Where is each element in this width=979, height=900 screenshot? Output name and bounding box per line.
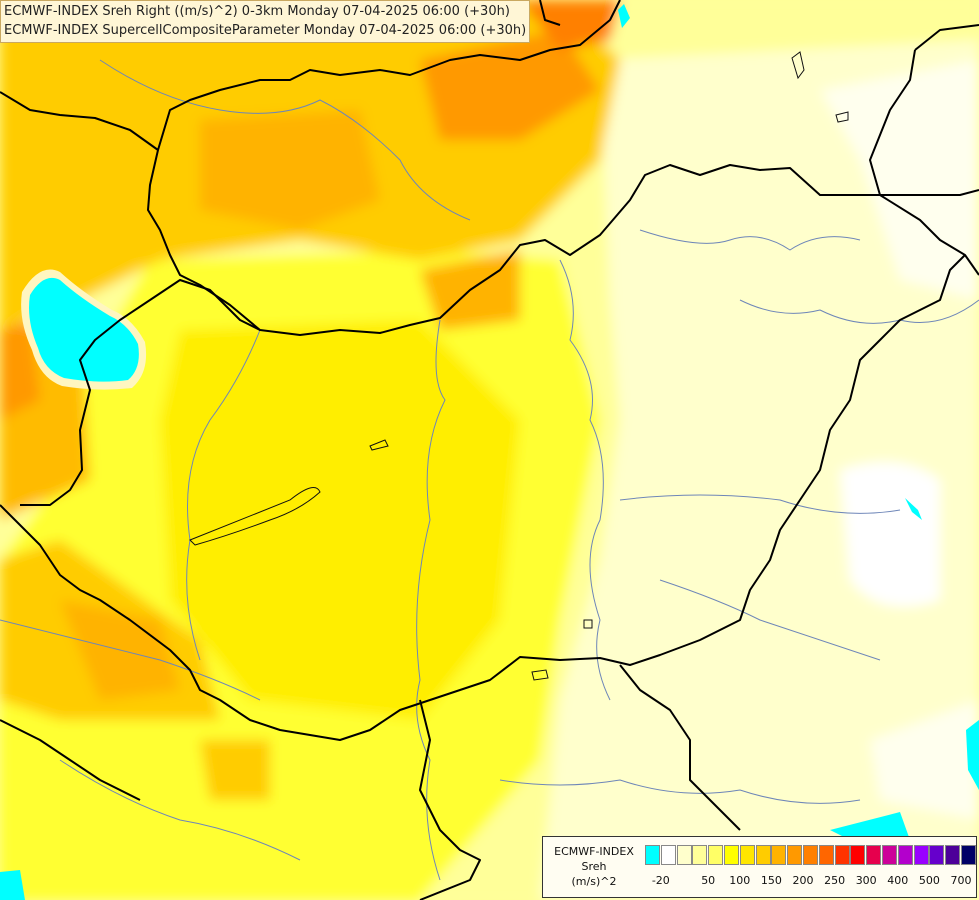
legend-tick-label: 300	[855, 874, 877, 887]
map-title-line-1: ECMWF-INDEX Sreh Right ((m/s)^2) 0-3km M…	[4, 4, 510, 19]
legend-swatch	[676, 845, 692, 865]
legend-swatch	[961, 845, 976, 865]
legend-swatch	[818, 845, 834, 865]
legend-swatch	[929, 845, 945, 865]
legend-tick-label: 200	[792, 874, 814, 887]
legend-tick-label: 100	[729, 874, 751, 887]
legend-swatch	[708, 845, 724, 865]
legend-swatch	[660, 845, 676, 865]
legend-model: ECMWF-INDEX	[554, 845, 634, 858]
legend-swatch	[771, 845, 787, 865]
legend-tick-label: 400	[887, 874, 909, 887]
legend-tick-label: 700	[950, 874, 972, 887]
legend-swatch	[945, 845, 961, 865]
legend-swatch	[739, 845, 755, 865]
color-legend: ECMWF-INDEX Sreh (m/s)^2 -20 50 100 150 200 2…	[542, 836, 977, 898]
negative-sreh-areas	[0, 4, 979, 900]
legend-parameter: Sreh	[581, 860, 607, 873]
legend-tick-label: 250	[824, 874, 846, 887]
legend-unit: (m/s)^2	[571, 875, 617, 888]
legend-swatch	[834, 845, 850, 865]
legend-swatch	[913, 845, 929, 865]
legend-swatch	[724, 845, 739, 865]
legend-swatch	[692, 845, 708, 865]
legend-swatch	[645, 845, 660, 865]
legend-tick-label: 500	[918, 874, 940, 887]
legend-swatch	[787, 845, 803, 865]
legend-title: ECMWF-INDEX Sreh (m/s)^2	[545, 844, 643, 889]
legend-swatch	[755, 845, 771, 865]
legend-ticks: -20 50 100 150 200 250 300 400 500 700	[645, 874, 975, 890]
legend-swatch	[866, 845, 882, 865]
legend-tick-label: 50	[701, 874, 716, 887]
rivers	[0, 59, 979, 881]
map-title-line-2: ECMWF-INDEX SupercellCompositeParameter …	[4, 23, 527, 38]
legend-swatch	[897, 845, 913, 865]
legend-swatch	[803, 845, 818, 865]
legend-swatch	[850, 845, 866, 865]
legend-tick-label: -20	[651, 874, 670, 887]
lakes	[189, 51, 849, 681]
legend-tick-label: 150	[760, 874, 782, 887]
legend-swatch	[882, 845, 897, 865]
map-title-box: ECMWF-INDEX Sreh Right ((m/s)^2) 0-3km M…	[0, 0, 531, 43]
